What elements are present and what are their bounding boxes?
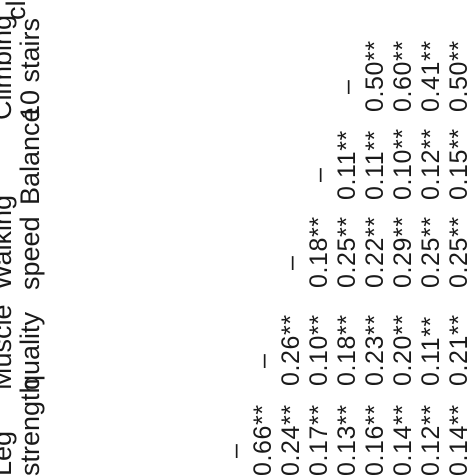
muscle_quality-value-6: 0.11** <box>417 316 445 386</box>
leg_strength-value-7: 0.12** <box>417 404 445 476</box>
muscle_quality-value-4: 0.23** <box>361 314 389 386</box>
balance-value-1: 0.11** <box>333 130 361 200</box>
header-muscle_quality-line1: Muscle <box>0 304 17 390</box>
header-leg_strength-line2: strength <box>15 378 45 476</box>
balance-value-3: 0.10** <box>389 128 417 200</box>
header-balance-line1: Balance <box>15 107 45 205</box>
muscle_quality-value-1: 0.26** <box>277 314 305 386</box>
climbing-value-4: 0.50** <box>445 40 473 112</box>
header-climbing-line1: Climbing <box>0 14 17 120</box>
header-climbing-line2: 10 stairs <box>15 17 45 120</box>
climbing-value-3: 0.41** <box>417 40 445 112</box>
header-muscle_quality-line2: quality <box>15 311 45 390</box>
header-leg_strength-line1: Leg <box>0 430 17 476</box>
muscle_quality-value-0: – <box>249 353 277 368</box>
leg_strength-value-6: 0.14** <box>389 404 417 476</box>
leg_strength-value-5: 0.16** <box>361 404 389 476</box>
leg_strength-value-3: 0.17** <box>305 404 333 476</box>
walking_speed-value-1: 0.18** <box>305 216 333 288</box>
balance-value-2: 0.11** <box>361 130 389 200</box>
walking_speed-value-4: 0.29** <box>389 216 417 288</box>
header-walking_speed-line1: Walking <box>0 194 17 290</box>
muscle_quality-value-3: 0.18** <box>333 314 361 386</box>
leg_strength-value-0: – <box>221 443 249 458</box>
muscle_quality-value-7: 0.21** <box>445 314 473 386</box>
leg_strength-value-8: 0.14** <box>445 404 473 476</box>
leg_strength-value-2: 0.24** <box>277 404 305 476</box>
balance-value-4: 0.12** <box>417 128 445 200</box>
climbing-value-0: – <box>333 79 361 94</box>
walking_speed-value-2: 0.25** <box>333 216 361 288</box>
climbing-value-2: 0.60** <box>389 40 417 112</box>
muscle_quality-value-5: 0.20** <box>389 314 417 386</box>
walking_speed-value-0: – <box>277 255 305 270</box>
balance-value-0: – <box>305 167 333 182</box>
header-cut-off: cl <box>1 0 31 21</box>
header-walking_speed-line2: speed <box>15 216 45 290</box>
climbing-value-1: 0.50** <box>361 40 389 112</box>
walking_speed-value-5: 0.25** <box>417 216 445 288</box>
muscle_quality-value-2: 0.10** <box>305 314 333 386</box>
walking_speed-value-6: 0.25** <box>445 216 473 288</box>
walking_speed-value-3: 0.22** <box>361 216 389 288</box>
balance-value-5: 0.15** <box>445 128 473 200</box>
leg_strength-value-1: 0.66** <box>249 404 277 476</box>
leg_strength-value-4: 0.13** <box>333 404 361 476</box>
